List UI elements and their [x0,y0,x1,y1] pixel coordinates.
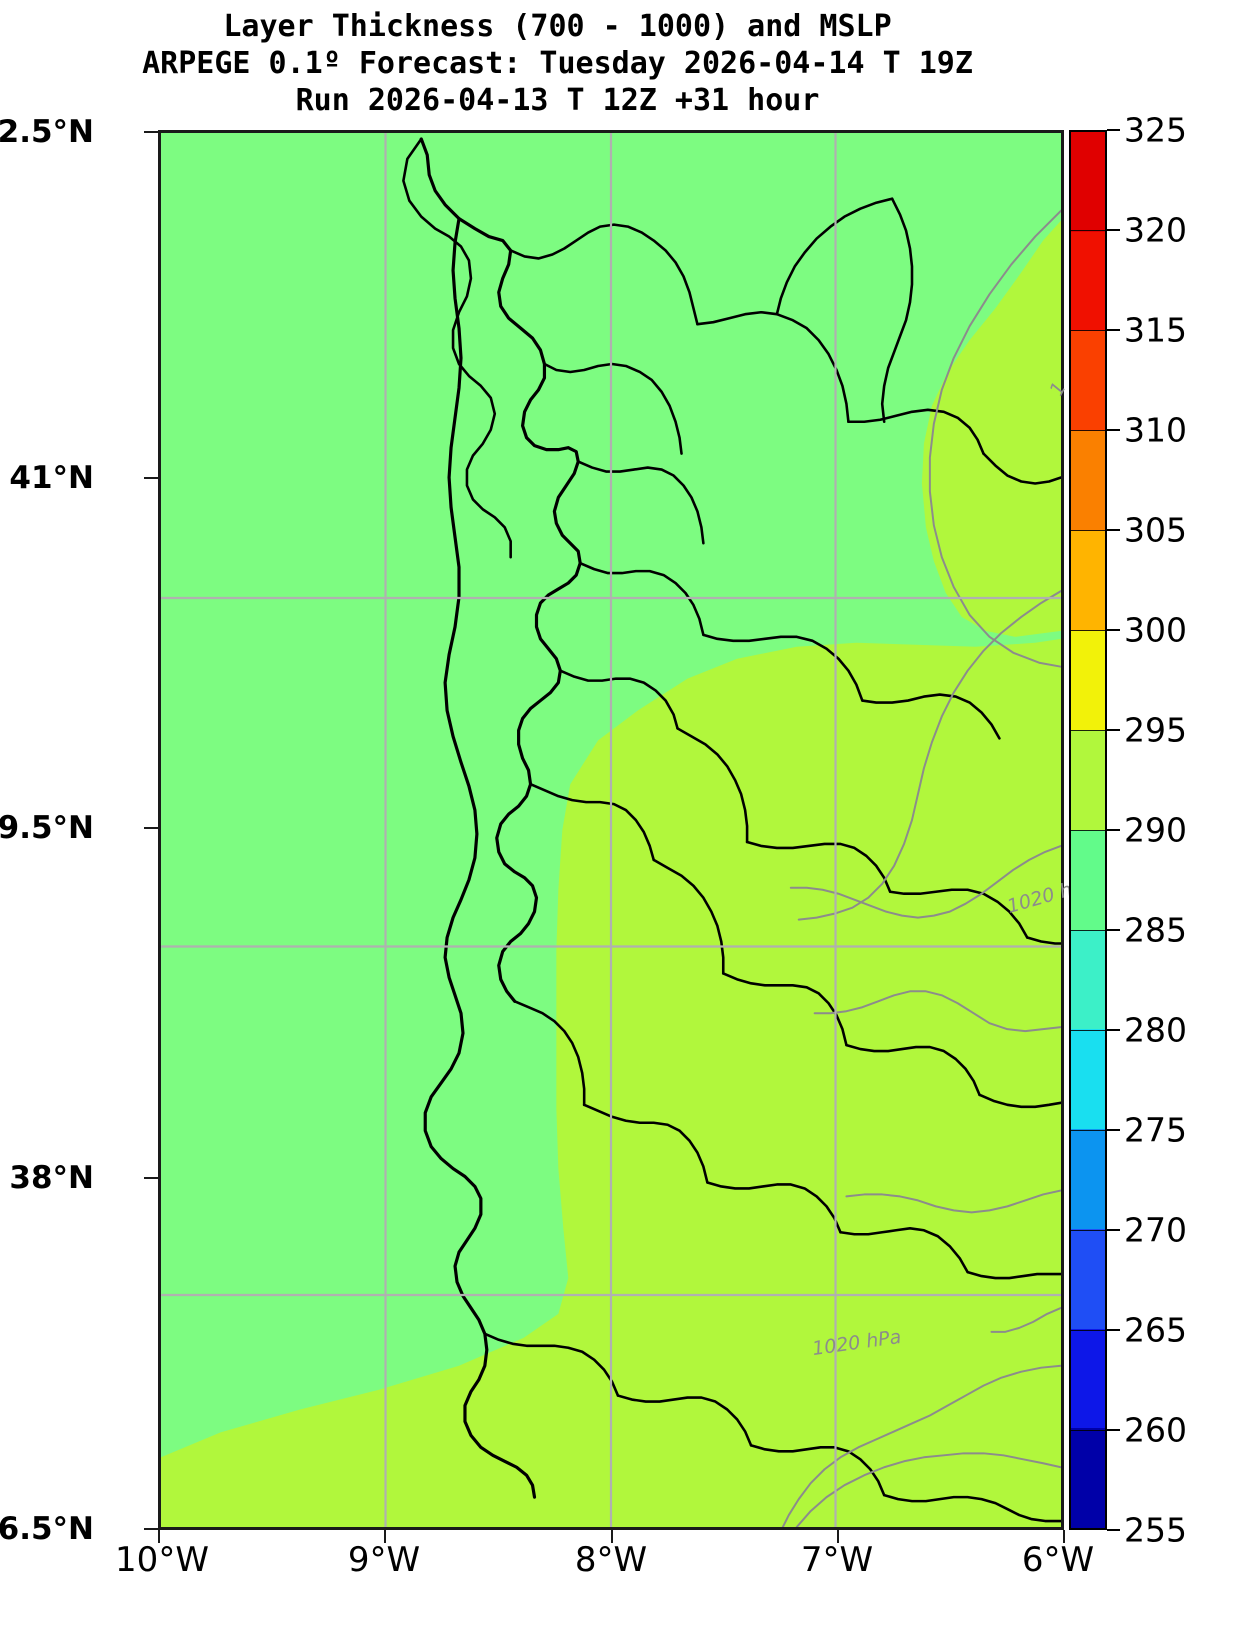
colorbar-tick-310 [1107,429,1120,431]
colorbar-tick-260 [1107,1429,1120,1431]
y-axis-label-2: 39.5°N [0,810,94,846]
y-tick-4 [144,1528,158,1530]
colorbar-divider-265 [1071,1330,1107,1331]
thickness-band-295-300-ne-patch [921,220,1061,637]
colorbar-label-265: 265 [1124,1310,1187,1350]
colorbar-segment-1 [1071,1328,1105,1429]
graticule-grid [161,133,1061,1527]
y-tick-2 [144,827,158,829]
admin-boundaries [402,137,1061,1523]
x-axis-label-0: 10°W [115,1540,209,1580]
y-tick-3 [144,1177,158,1179]
y-axis-label-4: 36.5°N [0,1511,94,1547]
forecast-map [158,130,1064,1530]
x-tick-2 [611,1530,613,1543]
colorbar-tick-300 [1107,629,1120,631]
colorbar-label-280: 280 [1124,1010,1187,1050]
colorbar-segment-8 [1071,630,1105,731]
title-line-2: ARPEGE 0.1º Forecast: Tuesday 2026-04-14… [142,46,973,81]
colorbar-divider-310 [1071,430,1107,431]
colorbar-divider-315 [1071,330,1107,331]
country-borders [419,137,582,1499]
y-axis-label-1: 41°N [9,460,94,496]
colorbar-divider-280 [1071,1030,1107,1031]
colorbar-label-315: 315 [1124,310,1187,350]
colorbar-divider-295 [1071,730,1107,731]
colorbar-tick-290 [1107,829,1120,831]
colorbar-divider-270 [1071,1230,1107,1231]
colorbar-label-320: 320 [1124,210,1187,250]
x-tick-1 [384,1530,386,1543]
colorbar-tick-280 [1107,1029,1120,1031]
x-axis-label-1: 9°W [347,1540,421,1580]
colorbar-tick-315 [1107,329,1120,331]
colorbar-divider-300 [1071,630,1107,631]
colorbar-segment-2 [1071,1228,1105,1329]
x-axis-label-3: 7°W [800,1540,874,1580]
colorbar-tick-265 [1107,1329,1120,1331]
page-title: Layer Thickness (700 - 1000) and MSLP AR… [0,8,1115,119]
x-tick-3 [837,1530,839,1543]
colorbar-tick-285 [1107,929,1120,931]
x-tick-0 [158,1530,160,1543]
colorbar-tick-255 [1107,1529,1120,1531]
colorbar-label-305: 305 [1124,510,1187,550]
colorbar-tick-275 [1107,1129,1120,1131]
x-tick-4 [1063,1530,1065,1543]
x-axis-label-2: 8°W [574,1540,648,1580]
y-axis-label-3: 38°N [9,1160,94,1196]
colorbar-label-290: 290 [1124,810,1187,850]
colorbar-segment-4 [1071,1029,1105,1130]
colorbar-segment-6 [1071,829,1105,930]
colorbar-segment-7 [1071,730,1105,830]
colorbar-tick-305 [1107,529,1120,531]
colorbar-segment-5 [1071,929,1105,1030]
colorbar-divider-305 [1071,530,1107,531]
map-canvas [161,133,1061,1527]
colorbar-tick-325 [1107,129,1120,131]
colorbar-segment-9 [1071,530,1105,631]
colorbar-segment-11 [1071,331,1105,432]
colorbar-label-255: 255 [1124,1510,1187,1550]
x-axis-label-4: 6°W [1021,1540,1095,1580]
colorbar-segment-10 [1071,431,1105,531]
colorbar-label-285: 285 [1124,910,1187,950]
colorbar-label-260: 260 [1124,1410,1187,1450]
y-axis-label-0: 42.5°N [0,114,94,150]
y-tick-1 [144,477,158,479]
colorbar-divider-260 [1071,1430,1107,1431]
y-tick-0 [144,131,158,133]
colorbar-divider-290 [1071,830,1107,831]
colorbar-label-325: 325 [1124,110,1187,150]
colorbar-tick-270 [1107,1229,1120,1231]
colorbar-label-270: 270 [1124,1210,1187,1250]
colorbar-divider-275 [1071,1130,1107,1131]
colorbar-label-310: 310 [1124,410,1187,450]
colorbar-segment-0 [1071,1428,1105,1528]
title-line-1: Layer Thickness (700 - 1000) and MSLP [223,9,892,44]
colorbar-label-300: 300 [1124,610,1187,650]
colorbar-divider-285 [1071,930,1107,931]
colorbar-segment-3 [1071,1129,1105,1229]
colorbar-label-275: 275 [1124,1110,1187,1150]
colorbar-label-295: 295 [1124,710,1187,750]
colorbar-segment-13 [1071,131,1105,232]
colorbar-tick-295 [1107,729,1120,731]
title-line-3: Run 2026-04-13 T 12Z +31 hour [295,83,820,118]
colorbar-segment-12 [1071,231,1105,332]
colorbar-divider-320 [1071,230,1107,231]
colorbar-tick-320 [1107,229,1120,231]
